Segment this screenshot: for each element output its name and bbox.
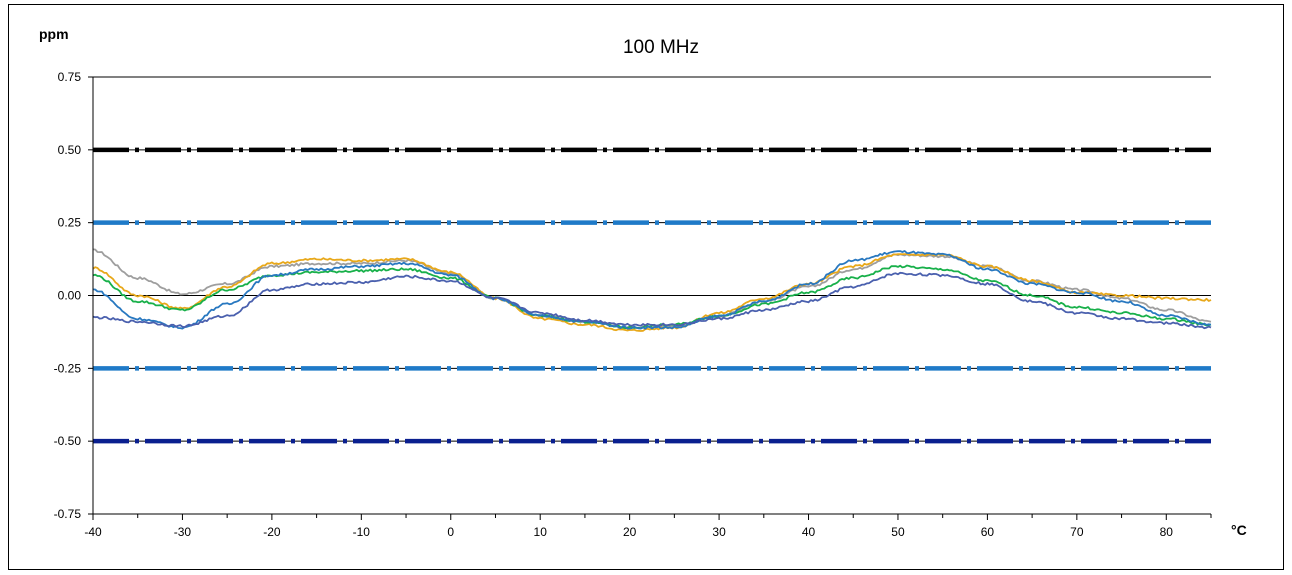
axes [88, 76, 1212, 520]
x-tick-label: 30 [712, 525, 726, 539]
series-line-3 [92, 250, 1212, 330]
series-line-2 [92, 264, 1212, 330]
chart-title: 100 MHz [623, 37, 699, 58]
y-tick-label: -0.75 [54, 507, 82, 521]
x-tick-label: 10 [534, 525, 548, 539]
series-line-0 [92, 248, 1212, 330]
y-tick-label: -0.25 [54, 361, 82, 375]
y-axis-unit-label: ppm [39, 26, 69, 42]
x-tick-label: 40 [802, 525, 816, 539]
x-tick-label: 50 [891, 525, 905, 539]
x-tick-label: 0 [447, 525, 454, 539]
chart-svg: 0.75 0.50 0.25 0.00 -0.25 -0.50 -0.75-40 -30 -20… [39, 26, 1247, 539]
x-tick-label: -10 [353, 525, 371, 539]
x-tick-label: 70 [1070, 525, 1084, 539]
x-tick-label: 80 [1160, 525, 1174, 539]
tick-labels: 0.75 0.50 0.25 0.00 -0.25 -0.50 -0.75-40 -30 -20… [54, 70, 1174, 539]
series-line-4 [92, 271, 1212, 330]
limit-lines [93, 147, 1211, 444]
y-tick-label: 0.25 [58, 216, 82, 230]
x-axis-unit-label: °C [1231, 522, 1247, 538]
x-tick-label: 20 [623, 525, 637, 539]
series-lines [92, 248, 1212, 332]
x-tick-label: -30 [174, 525, 192, 539]
x-tick-label: -20 [263, 525, 281, 539]
y-tick-label: 0.00 [58, 289, 82, 303]
y-tick-label: -0.50 [54, 434, 82, 448]
chart-frame: 0.75 0.50 0.25 0.00 -0.25 -0.50 -0.75 -40 -30 -20… [8, 4, 1284, 570]
x-tick-label: 60 [981, 525, 995, 539]
y-tick-label: 0.50 [58, 143, 82, 157]
x-tick-label: -40 [84, 525, 102, 539]
y-tick-label: 0.75 [58, 70, 82, 84]
